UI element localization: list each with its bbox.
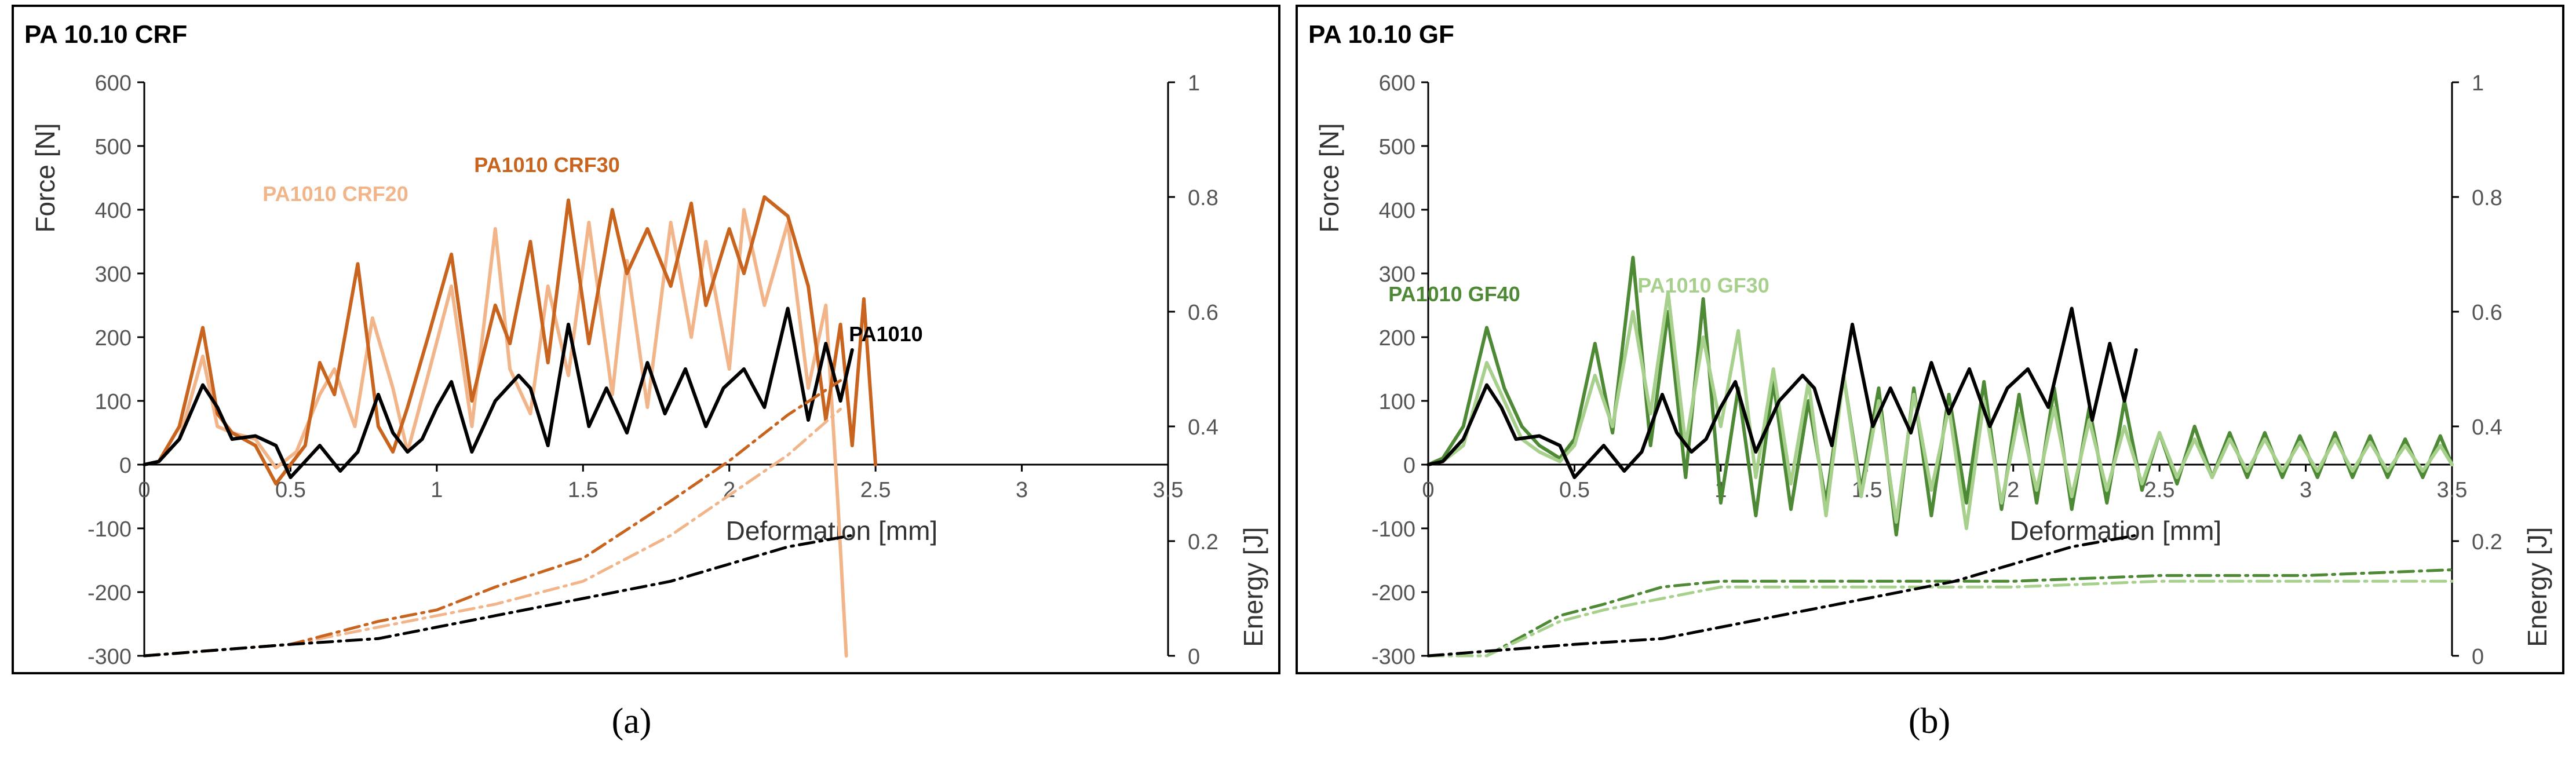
chart-0-y-tick-label: 200	[95, 326, 132, 351]
chart-0-y2-tick-label: 0.4	[1188, 415, 1218, 440]
chart-0-y-tick-label: -100	[87, 517, 132, 542]
chart-1-series-5	[1426, 534, 2138, 658]
chart-1-x-tick-label: 2	[2007, 478, 2019, 502]
chart-1-x-tick-label: 3.5	[2437, 478, 2468, 502]
chart-1-y-tick-label: 200	[1379, 326, 1415, 351]
chart-0-x-tick-label: 3.5	[1153, 478, 1184, 502]
chart-a-svg: PA 10.10 CRF-300-200-1000100200300400500…	[24, 20, 1268, 669]
chart-panel-a: PA 10.10 CRF -300 -200 -100 0 100 200 300 400 500…	[12, 5, 1280, 674]
caption-b: (b)	[1871, 701, 1987, 742]
chart-0-y-axis-title: Force [N]	[30, 123, 60, 232]
chart-1-title: PA 10.10 GF	[1308, 20, 1454, 49]
chart-0-y-tick-label: 300	[95, 262, 132, 287]
chart-1-y2-tick-label: 0.4	[2472, 415, 2502, 440]
chart-0-x-axis-title: Deformation [mm]	[726, 516, 938, 546]
chart-1-x-tick-label: 3	[2300, 478, 2312, 502]
chart-1-series-3	[1426, 568, 2454, 658]
chart-0-y2-axis-title: Energy [J]	[1238, 527, 1268, 647]
chart-panel-b: PA 10.10 GF -300 -200 -100 0 100 200 300 400 500 6…	[1296, 5, 2564, 674]
chart-1-x-tick-label: 1.5	[1852, 478, 1882, 502]
chart-0-y2-tick-label: 0.6	[1188, 301, 1218, 325]
chart-1-series-2	[1426, 306, 2138, 479]
chart-1-y-tick-label: 400	[1379, 199, 1415, 223]
chart-1-y2-tick-label: 0.6	[2472, 301, 2502, 325]
chart-0-y-tick-label: -300	[87, 645, 132, 669]
chart-1-series-1	[1426, 291, 2454, 530]
chart-1-y-tick-label: 300	[1379, 262, 1415, 287]
chart-1-y-tick-label: -300	[1371, 645, 1415, 669]
caption-a: (a)	[574, 701, 689, 742]
chart-1-y-axis-title: Force [N]	[1314, 123, 1344, 232]
chart-1-y-tick-label: 100	[1379, 390, 1415, 414]
chart-0-y2-tick-label: 0.2	[1188, 530, 1218, 554]
chart-1-y2-axis-title: Energy [J]	[2522, 527, 2552, 647]
chart-1-series-label-0: PA1010 GF40	[1388, 282, 1520, 306]
chart-b-svg: PA 10.10 GF-300-200-10001002003004005006…	[1308, 20, 2552, 669]
caption-b-text: (b)	[1908, 702, 1951, 741]
chart-1-x-tick-label: 0	[1422, 478, 1434, 502]
chart-0-series-label-0: PA1010 CRF20	[262, 182, 408, 206]
chart-1-series-4	[1426, 579, 2454, 658]
chart-0-x-tick-label: 2.5	[860, 478, 891, 502]
chart-1-x-tick-label: 0.5	[1559, 478, 1590, 502]
chart-0-series-4	[143, 379, 842, 658]
chart-0-series-2	[143, 306, 854, 479]
chart-0-series-label-1: PA1010 CRF30	[474, 153, 619, 177]
chart-1-y2-tick-label: 0.2	[2472, 530, 2502, 554]
chart-0-series-0	[143, 208, 848, 658]
caption-a-text: (a)	[611, 702, 652, 741]
chart-1-x-axis-title: Deformation [mm]	[2010, 516, 2222, 546]
chart-1-y2-tick-label: 1	[2472, 71, 2484, 96]
chart-0-x-tick-label: 1	[430, 478, 443, 502]
chart-0-y-tick-label: 100	[95, 390, 132, 414]
chart-1-y-tick-label: -100	[1371, 517, 1415, 542]
chart-1-series-label-1: PA1010 GF30	[1637, 273, 1769, 297]
chart-0-y-tick-label: 600	[95, 71, 132, 96]
chart-0-series-3	[143, 407, 842, 658]
chart-1-y-tick-label: 0	[1403, 454, 1415, 478]
chart-0-series-1	[143, 195, 878, 485]
chart-0-x-tick-label: 0.5	[275, 478, 306, 502]
chart-0-y-tick-label: 400	[95, 199, 132, 223]
chart-0-y2-tick-label: 0	[1188, 645, 1200, 669]
chart-0-x-tick-label: 1.5	[568, 478, 599, 502]
chart-0-y-tick-label: 0	[119, 454, 132, 478]
chart-1-y-tick-label: -200	[1371, 581, 1415, 605]
chart-0-y2-tick-label: 0.8	[1188, 186, 1218, 210]
chart-1-y2-tick-label: 0	[2472, 645, 2484, 669]
chart-0-y2-tick-label: 1	[1188, 71, 1200, 96]
chart-1-y2-tick-label: 0.8	[2472, 186, 2502, 210]
chart-0-title: PA 10.10 CRF	[24, 20, 187, 49]
chart-1-y-tick-label: 600	[1379, 71, 1415, 96]
chart-1-y-tick-label: 500	[1379, 135, 1415, 159]
chart-0-y-tick-label: -200	[87, 581, 132, 605]
chart-0-x-tick-label: 3	[1016, 478, 1028, 502]
chart-0-series-label-2: PA1010	[849, 322, 922, 346]
chart-0-y-tick-label: 500	[95, 135, 132, 159]
chart-1-x-tick-label: 2.5	[2144, 478, 2175, 502]
chart-0-series-5	[143, 534, 854, 658]
chart-0-x-tick-label: 0	[138, 478, 150, 502]
